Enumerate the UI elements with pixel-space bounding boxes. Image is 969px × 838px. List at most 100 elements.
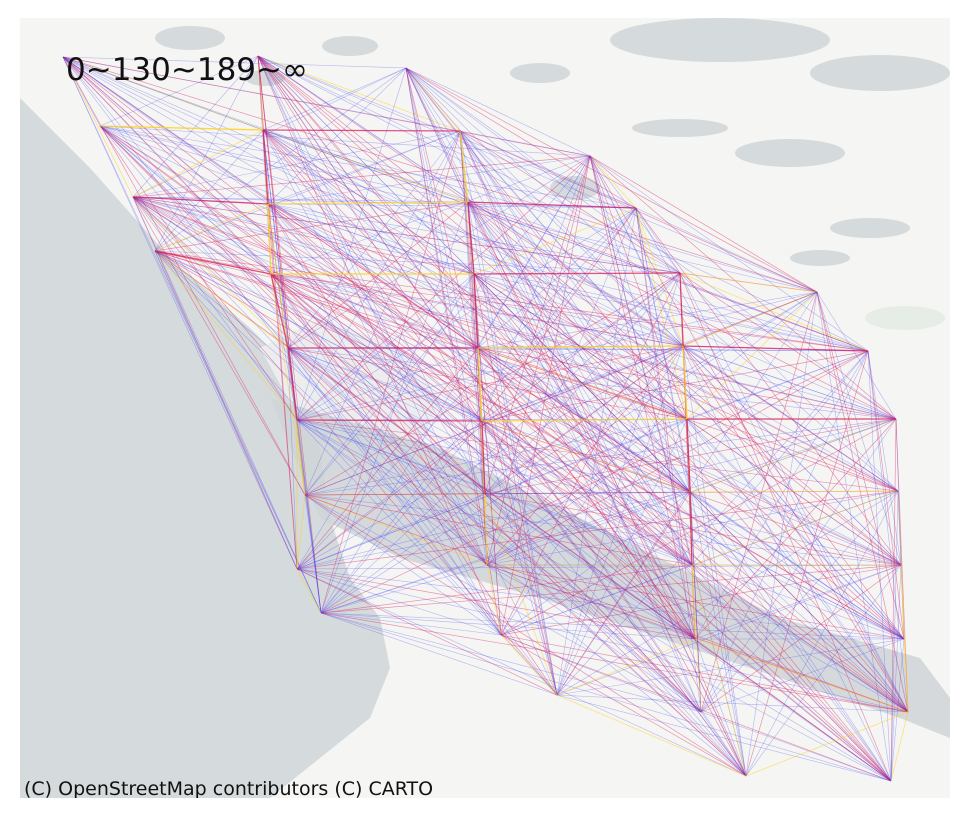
od-edge — [473, 273, 696, 640]
od-edge — [267, 203, 479, 349]
lake — [830, 218, 910, 238]
od-edge — [635, 207, 681, 274]
od-edge — [270, 273, 488, 566]
od-edge — [320, 612, 702, 713]
od-edge — [296, 568, 696, 640]
od-edge — [257, 55, 461, 132]
od-edge — [459, 130, 696, 640]
od-edge — [304, 155, 591, 496]
od-edge — [296, 67, 407, 421]
od-edge — [694, 638, 892, 782]
map-canvas[interactable]: 0~130~189~∞ (C) OpenStreetMap contributo… — [20, 18, 950, 798]
od-edge — [287, 347, 892, 782]
od-edge — [296, 568, 909, 713]
od-edge — [62, 56, 591, 157]
od-edge — [257, 55, 869, 352]
od-edge — [589, 155, 897, 420]
od-edge — [99, 125, 475, 275]
od-edge — [320, 272, 681, 614]
od-edge — [132, 196, 558, 696]
od-edge — [700, 564, 902, 713]
map-attribution: (C) OpenStreetMap contributors (C) CARTO — [24, 778, 434, 798]
od-edge — [257, 55, 688, 420]
od-edge — [405, 67, 486, 495]
od-edge — [867, 350, 902, 566]
od-edge — [296, 568, 502, 636]
od-edge — [267, 203, 892, 782]
od-edge — [589, 155, 684, 347]
basemap — [20, 18, 950, 798]
od-edge — [500, 272, 681, 636]
od-edge — [287, 347, 483, 422]
od-edge — [62, 56, 264, 131]
od-edge — [296, 419, 502, 636]
od-edge — [405, 67, 702, 713]
od-edge — [694, 638, 747, 777]
od-edge — [296, 273, 475, 421]
od-edge — [267, 203, 688, 420]
od-edge — [481, 350, 869, 422]
lake — [550, 176, 600, 200]
od-edge — [287, 347, 502, 636]
od-edge — [635, 207, 684, 347]
od-edge — [154, 250, 298, 570]
lake — [790, 250, 850, 266]
od-edge-strong — [459, 130, 469, 203]
od-edge — [481, 420, 747, 777]
od-edge — [154, 250, 681, 274]
od-edge — [320, 345, 684, 614]
od-edge — [477, 347, 688, 420]
od-edge — [459, 130, 892, 782]
od-edge — [154, 250, 684, 347]
od-edge — [287, 347, 488, 566]
od-edge — [320, 420, 483, 614]
od-edge — [296, 418, 688, 570]
od-edge — [296, 130, 461, 421]
od-edge — [484, 493, 902, 566]
od-edge — [99, 125, 298, 421]
od-edge — [689, 491, 905, 640]
od-edge — [635, 207, 696, 640]
od-edge-strong — [287, 347, 298, 421]
od-edge — [154, 250, 298, 421]
od-edge — [132, 196, 909, 713]
od-edge — [405, 67, 899, 492]
od-edge — [691, 564, 747, 777]
od-edge — [99, 125, 905, 640]
lake — [735, 139, 845, 167]
od-edge — [682, 345, 747, 777]
od-edge — [484, 493, 488, 566]
od-edge — [262, 129, 905, 640]
od-edge — [500, 418, 897, 636]
od-edge-strong — [686, 418, 691, 493]
od-edge — [481, 420, 696, 640]
od-edge — [257, 55, 488, 566]
od-edge — [304, 494, 747, 777]
od-edge — [262, 129, 486, 495]
od-edge — [296, 419, 702, 713]
od-edge — [99, 125, 486, 495]
od-edge — [132, 130, 461, 198]
od-edge — [320, 350, 869, 614]
od-edge — [486, 490, 899, 566]
od-edge — [679, 272, 869, 352]
od-edge — [99, 125, 469, 203]
od-edge — [132, 196, 306, 496]
od-edge — [484, 493, 892, 782]
od-edge — [700, 711, 747, 777]
od-edge — [287, 347, 298, 570]
od-edge — [154, 250, 892, 782]
od-edge — [62, 56, 892, 782]
od-edge — [459, 130, 483, 422]
od-edge — [467, 201, 693, 566]
od-edge — [691, 564, 702, 713]
od-edge-strong — [679, 272, 684, 347]
od-edge — [484, 418, 897, 495]
od-edge — [745, 711, 909, 777]
od-edge — [589, 155, 747, 777]
od-edge — [691, 564, 909, 713]
od-edge — [467, 201, 558, 696]
od-edge — [296, 494, 306, 570]
od-edge — [62, 56, 479, 349]
od-edge — [257, 55, 483, 422]
